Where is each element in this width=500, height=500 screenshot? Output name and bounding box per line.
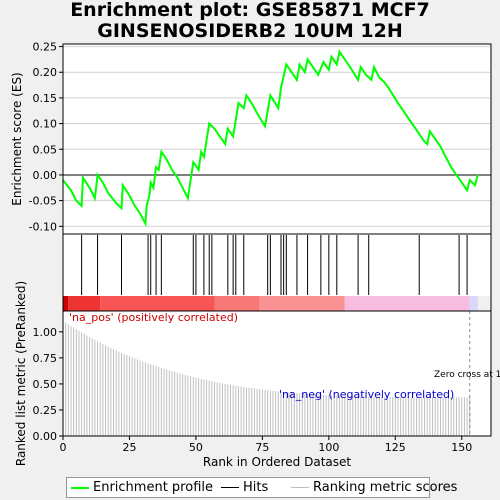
ranked-ytick-label: 1.00 [33, 326, 58, 339]
ranked-xtick-label: 150 [451, 441, 472, 454]
chart-title: Enrichment plot: GSE85871 MCF7 GINSENOSI… [0, 0, 500, 42]
ranked-xtick-label: 25 [122, 441, 136, 454]
es-ytick-label: 0.05 [33, 143, 58, 156]
es-ytick-label: 0.15 [33, 92, 58, 105]
ranked-xtick-label: 50 [189, 441, 203, 454]
chart-title-line1: Enrichment plot: GSE85871 MCF7 [70, 0, 430, 21]
ranked-xtick-label: 75 [255, 441, 269, 454]
heat-bar-segment [100, 296, 215, 311]
heat-bar-segment [469, 296, 478, 311]
heat-bar-segment [214, 296, 260, 311]
es-panel-bg [63, 44, 491, 234]
legend-item-hits: Hits [221, 480, 268, 495]
heat-bar-segment [68, 296, 101, 311]
heat-bar-segment [344, 296, 470, 311]
legend-item-metric: Ranking metric scores [291, 480, 457, 495]
chart-title-line2: GINSENOSIDERB2 10UM 12H [97, 20, 403, 42]
es-ylabel: Enrichment score (ES) [10, 72, 24, 205]
ranked-ytick-label: 0.25 [33, 404, 58, 417]
ranked-xtick-label: 125 [385, 441, 406, 454]
legend: Enrichment profile Hits Ranking metric s… [66, 477, 457, 498]
heat-bar-segment [63, 296, 69, 311]
es-ytick-label: 0.00 [33, 169, 58, 182]
legend-label-hits: Hits [243, 480, 269, 495]
legend-label-profile: Enrichment profile [93, 480, 213, 495]
legend-item-profile: Enrichment profile [71, 480, 213, 495]
annotation-neg: 'na_neg' (negatively correlated) [279, 388, 454, 401]
ranked-xlabel: Rank in Ordered Dataset [203, 455, 351, 469]
enrichment-profile-line [62, 49, 479, 228]
es-ytick-label: 0.20 [33, 66, 58, 79]
es-ytick-label: -0.10 [29, 220, 57, 233]
es-ytick-label: -0.05 [29, 195, 57, 208]
ranked-ytick-label: 0.50 [33, 378, 58, 391]
hits-panel-bg [63, 234, 491, 296]
ranked-xtick-label: 100 [318, 441, 339, 454]
es-ytick-label: 0.25 [33, 41, 58, 54]
ranked-panel-border [62, 310, 492, 437]
ranked-ytick-label: 0.00 [33, 430, 58, 443]
es-ytick-label: 0.10 [33, 118, 58, 131]
legend-label-metric: Ranking metric scores [313, 480, 458, 495]
ranked-xtick-label: 0 [60, 441, 67, 454]
annotation-zero-cross: Zero cross at 153 [434, 370, 500, 380]
ranked-ytick-label: 0.75 [33, 352, 58, 365]
annotation-pos: 'na_pos' (positively correlated) [69, 311, 238, 324]
heat-bar-segment [259, 296, 345, 311]
ranked-ylabel: Ranked list metric (PreRanked) [14, 281, 28, 466]
